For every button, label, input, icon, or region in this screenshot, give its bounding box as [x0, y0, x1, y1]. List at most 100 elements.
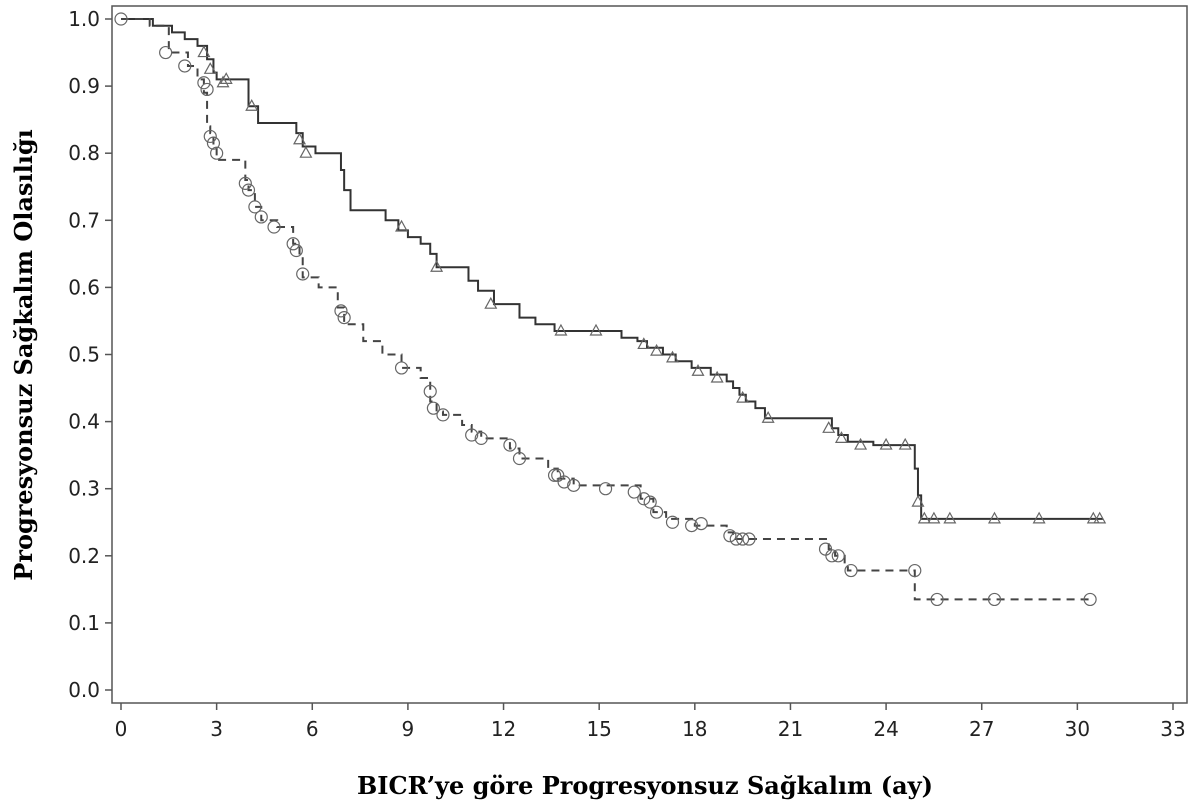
x-tick-label: 24 [873, 717, 898, 741]
x-tick-label: 9 [402, 717, 415, 741]
censor-circle-marker [825, 549, 839, 563]
censor-triangle-marker [1032, 511, 1046, 524]
censor-circle-marker [248, 200, 262, 214]
y-tick-label: 0.0 [68, 678, 100, 702]
censor-circle-marker [200, 82, 214, 97]
censor-circle-marker [694, 516, 708, 531]
censor-circle-marker [643, 495, 657, 509]
censor-circle-marker [598, 482, 613, 496]
x-tick-label: 30 [1065, 717, 1090, 741]
censor-circle-marker [547, 468, 562, 482]
censor-circle-marker [1083, 592, 1097, 607]
censor-circle-marker [465, 428, 479, 442]
censor-circle-marker [114, 12, 128, 26]
censor-triangle-marker [203, 62, 217, 74]
censor-triangle-marker [927, 511, 941, 524]
censor-triangle-marker [943, 511, 957, 524]
censor-circle-marker [503, 438, 517, 452]
censor-circle-marker [159, 45, 173, 60]
censor-triangle-marker [430, 260, 444, 272]
censor-circle-marker [426, 401, 441, 415]
y-tick-label: 0.9 [68, 74, 100, 98]
series-layer [114, 12, 1107, 607]
censor-triangle-marker [197, 45, 211, 58]
censor-circle-marker [289, 243, 303, 258]
y-tick-label: 0.1 [68, 611, 100, 635]
censor-triangle-marker [1086, 511, 1100, 524]
censor-triangle-marker [691, 364, 705, 376]
censor-circle-marker [930, 592, 944, 607]
censor-triangle-marker [898, 437, 912, 450]
censor-triangle-marker [665, 350, 680, 363]
censor-triangle-marker [554, 323, 568, 336]
censor-triangle-marker [293, 132, 307, 145]
y-tick-label: 0.2 [68, 544, 100, 568]
censor-circle-marker [474, 431, 488, 445]
x-tick-label: 18 [682, 717, 707, 741]
y-tick-label: 0.6 [68, 275, 100, 299]
censor-circle-marker [238, 176, 252, 190]
censor-circle-marker [197, 76, 211, 90]
x-axis-title: BICR’ye göre Progresyonsuz Sağkalım (ay) [357, 771, 933, 800]
x-tick-label: 21 [778, 717, 803, 741]
y-tick-label: 0.3 [68, 477, 100, 501]
y-axis-title: Progresyonsuz Sağkalım Olasılığı [9, 129, 38, 580]
censor-triangle-marker [395, 219, 409, 232]
censor-triangle-marker [299, 145, 313, 158]
censor-triangle-marker [822, 421, 836, 433]
censor-circle-marker [637, 492, 651, 506]
censor-circle-marker [512, 451, 527, 466]
x-axis: 0 3 6 9 12 15 18 21 24 27 30 33 [115, 703, 1186, 741]
y-axis: 0.0 0.1 0.2 0.3 0.4 0.5 0.6 0.7 0.8 0.9 1.0 [68, 7, 112, 702]
censor-circle-marker [831, 549, 845, 563]
censor-triangle-marker [987, 511, 1001, 524]
censor-triangle-marker [219, 72, 233, 84]
censor-triangle-marker [854, 437, 868, 450]
censor-circle-marker [210, 146, 224, 160]
censor-circle-marker [723, 529, 737, 543]
censor-triangle-marker [637, 337, 651, 350]
censor-triangle-marker [245, 98, 259, 111]
y-tick-label: 1.0 [68, 7, 100, 31]
censor-triangle-marker [484, 296, 498, 309]
censor-triangle-marker [589, 323, 603, 336]
censor-triangle-marker [736, 390, 750, 403]
x-tick-label: 27 [969, 717, 994, 741]
censor-triangle-marker [834, 431, 848, 443]
censor-circle-marker [736, 532, 750, 546]
censor-circle-marker [557, 475, 571, 489]
y-tick-label: 0.4 [68, 410, 100, 434]
censor-circle-marker [567, 478, 581, 492]
censor-triangle-marker [650, 343, 664, 356]
censor-circle-marker [729, 532, 743, 546]
censor-triangle-marker [911, 494, 925, 507]
censor-circle-marker [844, 563, 858, 578]
censor-circle-marker [394, 361, 409, 375]
y-tick-label: 0.5 [68, 343, 100, 367]
x-tick-label: 15 [586, 717, 611, 741]
censor-circle-marker [334, 304, 348, 318]
censor-circle-marker [296, 267, 310, 281]
x-tick-label: 3 [210, 717, 223, 741]
x-tick-label: 33 [1160, 717, 1185, 741]
y-tick-label: 0.7 [68, 208, 100, 232]
y-tick-label: 0.8 [68, 141, 100, 165]
censor-circle-marker [742, 532, 756, 546]
km-curve-line [121, 18, 1094, 601]
censor-circle-marker [286, 237, 300, 251]
censor-triangle-marker [917, 511, 931, 524]
x-tick-label: 6 [306, 717, 319, 741]
censor-circle-marker [685, 519, 699, 533]
censor-triangle-marker [879, 437, 893, 450]
censor-circle-marker [267, 220, 281, 234]
km-curve-line [121, 18, 1103, 520]
censor-triangle-marker [216, 75, 230, 88]
series-1 [121, 18, 1107, 524]
censor-circle-marker [987, 592, 1002, 607]
censor-circle-marker [436, 408, 450, 422]
censor-circle-marker [649, 505, 664, 519]
censor-circle-marker [908, 563, 922, 578]
censor-circle-marker [627, 485, 641, 499]
series-2 [114, 12, 1097, 607]
censor-triangle-marker [761, 410, 775, 423]
